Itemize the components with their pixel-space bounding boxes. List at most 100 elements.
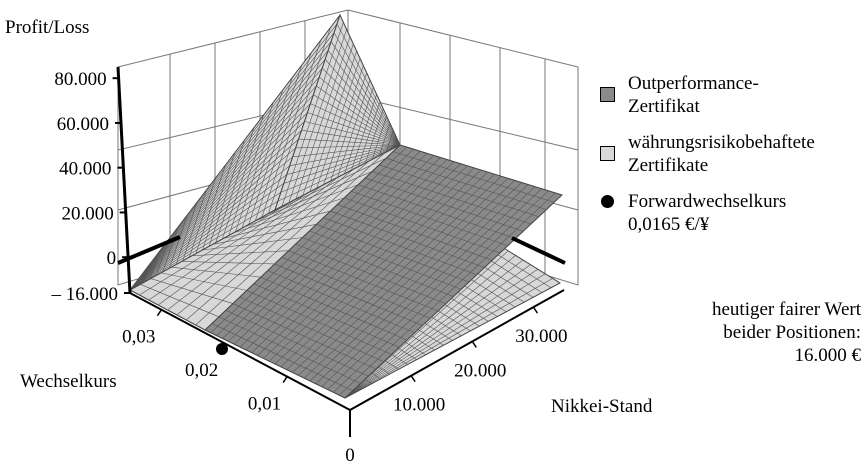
legend-item-waehrung: währungsrisikobehaftete Zertifikate [600,131,865,177]
wechselkurs-tick-label: 0,03 [122,327,155,348]
waehrung-surface-top-mesh-line [330,41,401,146]
outperformance-surface [204,144,563,399]
waehrung-surface-right-mesh-line [344,250,509,399]
waehrung-surface-left-mesh-line [129,67,323,291]
wechselkurs-tick-label: 0,01 [248,394,281,415]
waehrung-surface-left [129,14,341,291]
waehrung-surface-front-mesh-line [264,157,387,216]
waehrung-surface-front-mesh-line [233,197,345,234]
waehrung-surface-top-mesh-line [295,144,401,149]
waehrung-surface-front-mesh-line [223,210,331,239]
waehrung-surface-right-mesh-line [344,273,546,399]
outperformance-surface-mesh-line [218,316,361,384]
outperformance-surface-mesh-line [372,171,532,225]
outperformance-surface-mesh-line [379,164,539,218]
profit-tick-label: 0 [107,248,117,269]
outperformance-surface-mesh-line [267,270,415,334]
legend-label-1a: Outperformance- [628,73,759,94]
legend: Outperformance- Zertifikat währungsrisik… [600,72,865,249]
waehrung-surface-left-mesh-line [129,121,305,291]
waehrung-surface-left-mesh-line [129,103,311,291]
waehrung-surface-left-mesh-line [129,32,335,291]
waehrung-surface-front-mesh-line [161,272,247,291]
dot-icon [601,195,614,208]
waehrung-surface-top-mesh-line [286,144,401,175]
profit-tick-label: 60.000 [57,114,109,135]
waehrung-surface-front-mesh-line [181,261,275,265]
outperformance-surface-mesh-line [358,184,516,239]
waehrung-surface-left-mesh-line [129,138,299,291]
waehrung-surface-top-mesh-line [336,23,401,146]
waehrung-surface-front-mesh-line [254,171,373,222]
outperformance-surface-mesh-line [302,237,454,297]
waehrung-surface-front-mesh-line [171,266,261,278]
waehrung-surface-top-mesh-line [310,103,401,146]
waehrung-surface-top-mesh-line [283,144,401,184]
nikkei-tick-label: 20.000 [454,360,506,381]
outperformance-surface-mesh-line [295,243,446,305]
waehrung-surface-left-mesh-line [129,130,302,291]
wechselkurs-tick-label: 0,02 [185,360,218,381]
waehrung-surface-right-mesh-line [344,255,516,399]
waehrung-surface-front-mesh-line [140,284,220,318]
outperformance-surface-mesh-line [211,323,353,392]
outperformance-surface-mesh-line [274,263,423,326]
waehrung-surface-left-mesh-line [129,156,293,291]
profit-tick-label: 80.000 [54,69,106,90]
fair-value-note: heutiger fairer Wert beider Positionen: … [712,298,861,367]
outperformance-surface-mesh-line [323,217,477,276]
waehrung-surface-front-mesh-line [202,237,303,251]
outperformance-surface-mesh-line [392,151,555,203]
outperformance-surface-mesh-line [385,157,547,210]
waehrung-surface-front [128,144,401,331]
waehrung-surface-front-mesh-line [212,223,317,245]
waehrung-surface-front-mesh-line [150,278,233,304]
surfaces [128,13,563,399]
wechselkurs-tick-label: 0 [345,445,355,466]
legend-label-3b: 0,0165 €/¥ [628,214,710,235]
legend-item-forward: Forwardwechselkurs 0,0165 €/¥ [600,190,865,236]
waehrung-surface-top-mesh-line [304,121,401,146]
profit-tick-label: – 16.000 [51,284,119,305]
waehrung-surface-top-mesh-line [298,138,401,146]
nikkei-tick-mark [410,375,416,383]
profit-axis-label: Profit/Loss [5,17,89,38]
waehrung-surface-top-mesh-line [301,129,401,146]
light-square-icon [600,146,615,161]
legend-label-3a: Forwardwechselkurs [628,191,787,212]
outperformance-surface-mesh-line [316,224,470,283]
waehrung-surface-front-face [128,144,401,331]
floor-axes [129,289,565,437]
waehrung-surface-left-mesh-line [129,174,287,291]
zero-plane-marker-left [117,235,181,265]
waehrung-surface-left-mesh-line [129,147,296,291]
waehrung-surface-top-mesh-line [280,144,401,193]
outperformance-surface-mesh-line [337,204,493,261]
wechselkurs-axis-label: Wechselkurs [20,371,117,392]
waehrung-surface-top-mesh-line [322,67,401,146]
nikkei-ticks: 30.000 20.000 10.000 [393,306,568,416]
waehrung-surface-left-mesh-line [129,59,326,291]
legend-label-1b: Zertifikat [628,96,700,117]
nikkei-axis-label: Nikkei-Stand [551,396,653,417]
waehrung-surface-top-mesh-line [319,76,401,146]
fair-value-line1: heutiger fairer Wert [712,299,861,320]
legend-label-2b: Zertifikate [628,155,709,176]
waehrung-surface-left-mesh-line [129,50,329,291]
waehrung-surface-left-mesh-line [129,200,279,291]
waehrung-surface-left-mesh-line [129,192,282,291]
outperformance-surface-mesh-line [260,276,408,341]
outperformance-surface-mesh-line [253,283,400,348]
outperformance-surface-mesh-line [288,250,439,312]
waehrung-surface-right-mesh-line [344,278,553,399]
nikkei-tick-mark [532,306,539,314]
waehrung-surface-left-mesh-line [129,183,285,291]
waehrung-surface-top-mesh-line [277,144,401,202]
legend-label-2a: währungsrisikobehaftete [628,132,815,153]
profit-tick-label: 40.000 [59,159,111,180]
outperformance-surface-mesh-line [225,309,369,377]
wechselkurs-ticks: 0,03 0,02 0,01 0 [122,309,355,466]
fair-value-line2: beider Positionen: [723,322,861,343]
outperformance-surface-mesh-line [365,177,524,232]
